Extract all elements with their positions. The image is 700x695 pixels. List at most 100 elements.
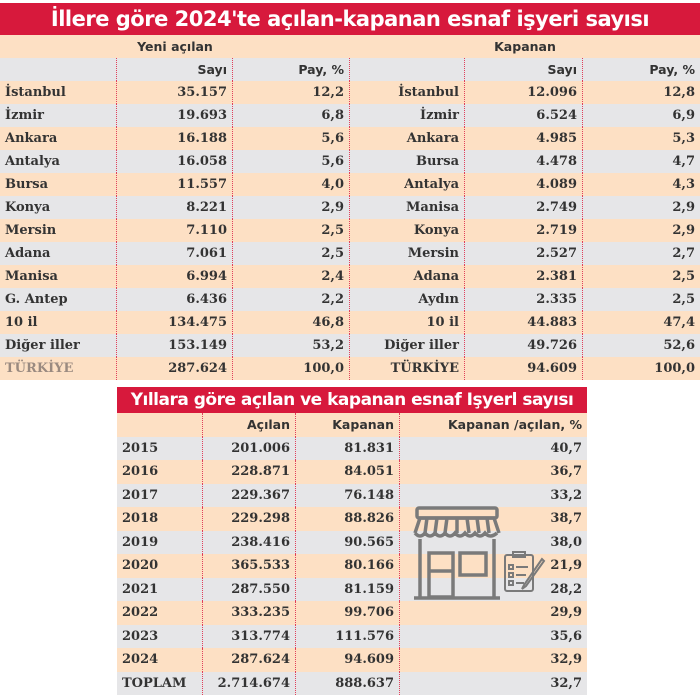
- closed-count: 4.478: [465, 150, 583, 173]
- province-name: Manisa: [0, 265, 117, 288]
- opened-count: 6.994: [117, 265, 233, 288]
- provinces-table-title: İllere göre 2024'te açılan-kapanan esnaf…: [0, 3, 700, 35]
- table-row: Bursa 11.557 4,0 Antalya 4.089 4,3: [0, 173, 700, 196]
- table-row: İstanbul 35.157 12,2 İstanbul 12.096 12,8: [0, 81, 700, 104]
- opened-count: 8.221: [117, 196, 233, 219]
- table-row: 10 il 134.475 46,8 10 il 44.883 47,4: [0, 311, 700, 334]
- closed-count: 2.527: [465, 242, 583, 265]
- closed-header: Kapanan: [296, 413, 400, 437]
- shop-storefront-icon: [413, 506, 546, 600]
- province-name: Bursa: [0, 173, 117, 196]
- table-row: 2017 229.367 76.148 33,2: [117, 483, 587, 507]
- table-row: 2020 365.533 80.166 21,9: [117, 554, 587, 578]
- blank-header: [350, 58, 465, 81]
- table-row: Antalya 16.058 5,6 Bursa 4.478 4,7: [0, 150, 700, 173]
- province-name: Diğer iller: [350, 334, 465, 357]
- opened-count: 7.110: [117, 219, 233, 242]
- group-header-row: Yeni açılan Kapanan: [0, 35, 700, 58]
- year: 2017: [117, 483, 203, 507]
- closed-share: 100,0: [654, 361, 695, 376]
- closed-share: 2,5: [672, 269, 695, 284]
- table-row: 2021 287.550 81.159 28,2: [117, 577, 587, 601]
- opened-share: 2,9: [233, 196, 350, 219]
- closed-share: 2,9: [672, 223, 695, 238]
- province-name: Ankara: [350, 127, 465, 150]
- opened-share: 2,4: [233, 265, 350, 288]
- closed-share: 12,8: [663, 85, 695, 100]
- closed-share: 6,9: [672, 108, 695, 123]
- opened-share: 100,0: [233, 357, 350, 380]
- opened-group-label: Yeni açılan: [137, 39, 213, 54]
- table-row: Konya 8.221 2,9 Manisa 2.749 2,9: [0, 196, 700, 219]
- year: 2021: [117, 577, 203, 601]
- table-row: Ankara 16.188 5,6 Ankara 4.985 5,3: [0, 127, 700, 150]
- year: 2016: [117, 460, 203, 484]
- column-header-row: Sayı Pay, % Sayı Pay, %: [0, 58, 700, 81]
- ratio-header: Kapanan /açılan, %: [447, 417, 582, 432]
- province-name: 10 il: [0, 311, 117, 334]
- opened-share: 46,8: [233, 311, 350, 334]
- table-row: 2023 313.774 111.576 35,6: [117, 624, 587, 648]
- table-row: İzmir 19.693 6,8 İzmir 6.524 6,9: [0, 104, 700, 127]
- province-name: Mersin: [350, 242, 465, 265]
- opened-share: 2,5: [233, 219, 350, 242]
- closed-share-header: Pay, %: [649, 62, 695, 77]
- closed-count: 4.089: [465, 173, 583, 196]
- province-name: İzmir: [0, 104, 117, 127]
- province-name: 10 il: [350, 311, 465, 334]
- opened-count: 134.475: [117, 311, 233, 334]
- table-row: Diğer iller 153.149 53,2 Diğer iller 49.726 5…: [0, 334, 700, 357]
- opened-count: 11.557: [117, 173, 233, 196]
- province-name: İstanbul: [350, 81, 465, 104]
- closed-opened-ratio: 21,9: [550, 558, 582, 573]
- opened-count: 7.061: [117, 242, 233, 265]
- opened-count-header: Sayı: [117, 58, 233, 81]
- opened-count: 313.774: [203, 624, 296, 648]
- opened-count: 333.235: [203, 601, 296, 625]
- table-row: 2016 228.871 84.051 36,7: [117, 460, 587, 484]
- opened-count: 19.693: [117, 104, 233, 127]
- closed-share: 5,3: [672, 131, 695, 146]
- year: TOPLAM: [117, 671, 203, 695]
- closed-opened-ratio: 38,7: [550, 511, 582, 526]
- closed-count: 6.524: [465, 104, 583, 127]
- province-name: Adana: [0, 242, 117, 265]
- closed-opened-ratio: 36,7: [550, 464, 582, 479]
- opened-count: 228.871: [203, 460, 296, 484]
- province-name: Mersin: [0, 219, 117, 242]
- province-name: Diğer iller: [0, 334, 117, 357]
- table-row: 2024 287.624 94.609 32,9: [117, 648, 587, 672]
- province-name: Adana: [350, 265, 465, 288]
- province-name: Manisa: [350, 196, 465, 219]
- opened-share: 4,0: [233, 173, 350, 196]
- opened-count: 229.298: [203, 507, 296, 531]
- closed-count: 12.096: [465, 81, 583, 104]
- year-header: [117, 413, 203, 437]
- closed-opened-ratio: 38,0: [550, 534, 582, 550]
- year: 2023: [117, 624, 203, 648]
- provinces-table: Yeni açılan Kapanan Sayı Pay, % Sayı Pay…: [0, 35, 700, 380]
- closed-count: 2.381: [465, 265, 583, 288]
- closed-opened-ratio: 32,9: [550, 652, 582, 667]
- closed-count: 90.565: [296, 530, 400, 554]
- closed-share: 47,4: [663, 315, 695, 330]
- opened-count: 238.416: [203, 530, 296, 554]
- province-name: Aydın: [350, 288, 465, 311]
- closed-count-header: Sayı: [465, 58, 583, 81]
- year: 2020: [117, 554, 203, 578]
- province-name: İstanbul: [0, 81, 117, 104]
- opened-share: 2,2: [233, 288, 350, 311]
- table-row: TÜRKİYE 287.624 100,0 TÜRKİYE 94.609 100,0: [0, 357, 700, 380]
- closed-count: 94.609: [296, 648, 400, 672]
- closed-count: 2.749: [465, 196, 583, 219]
- blank-header: [0, 58, 117, 81]
- closed-share: 4,7: [672, 154, 695, 169]
- year: 2024: [117, 648, 203, 672]
- years-table: Açılan Kapanan Kapanan /açılan, % 2015 20…: [117, 413, 587, 695]
- closed-group-label: Kapanan: [494, 39, 556, 54]
- closed-count: 81.831: [296, 436, 400, 460]
- closed-count: 888.637: [296, 671, 400, 695]
- opened-count: 287.550: [203, 577, 296, 601]
- closed-count: 76.148: [296, 483, 400, 507]
- province-name: G. Antep: [0, 288, 117, 311]
